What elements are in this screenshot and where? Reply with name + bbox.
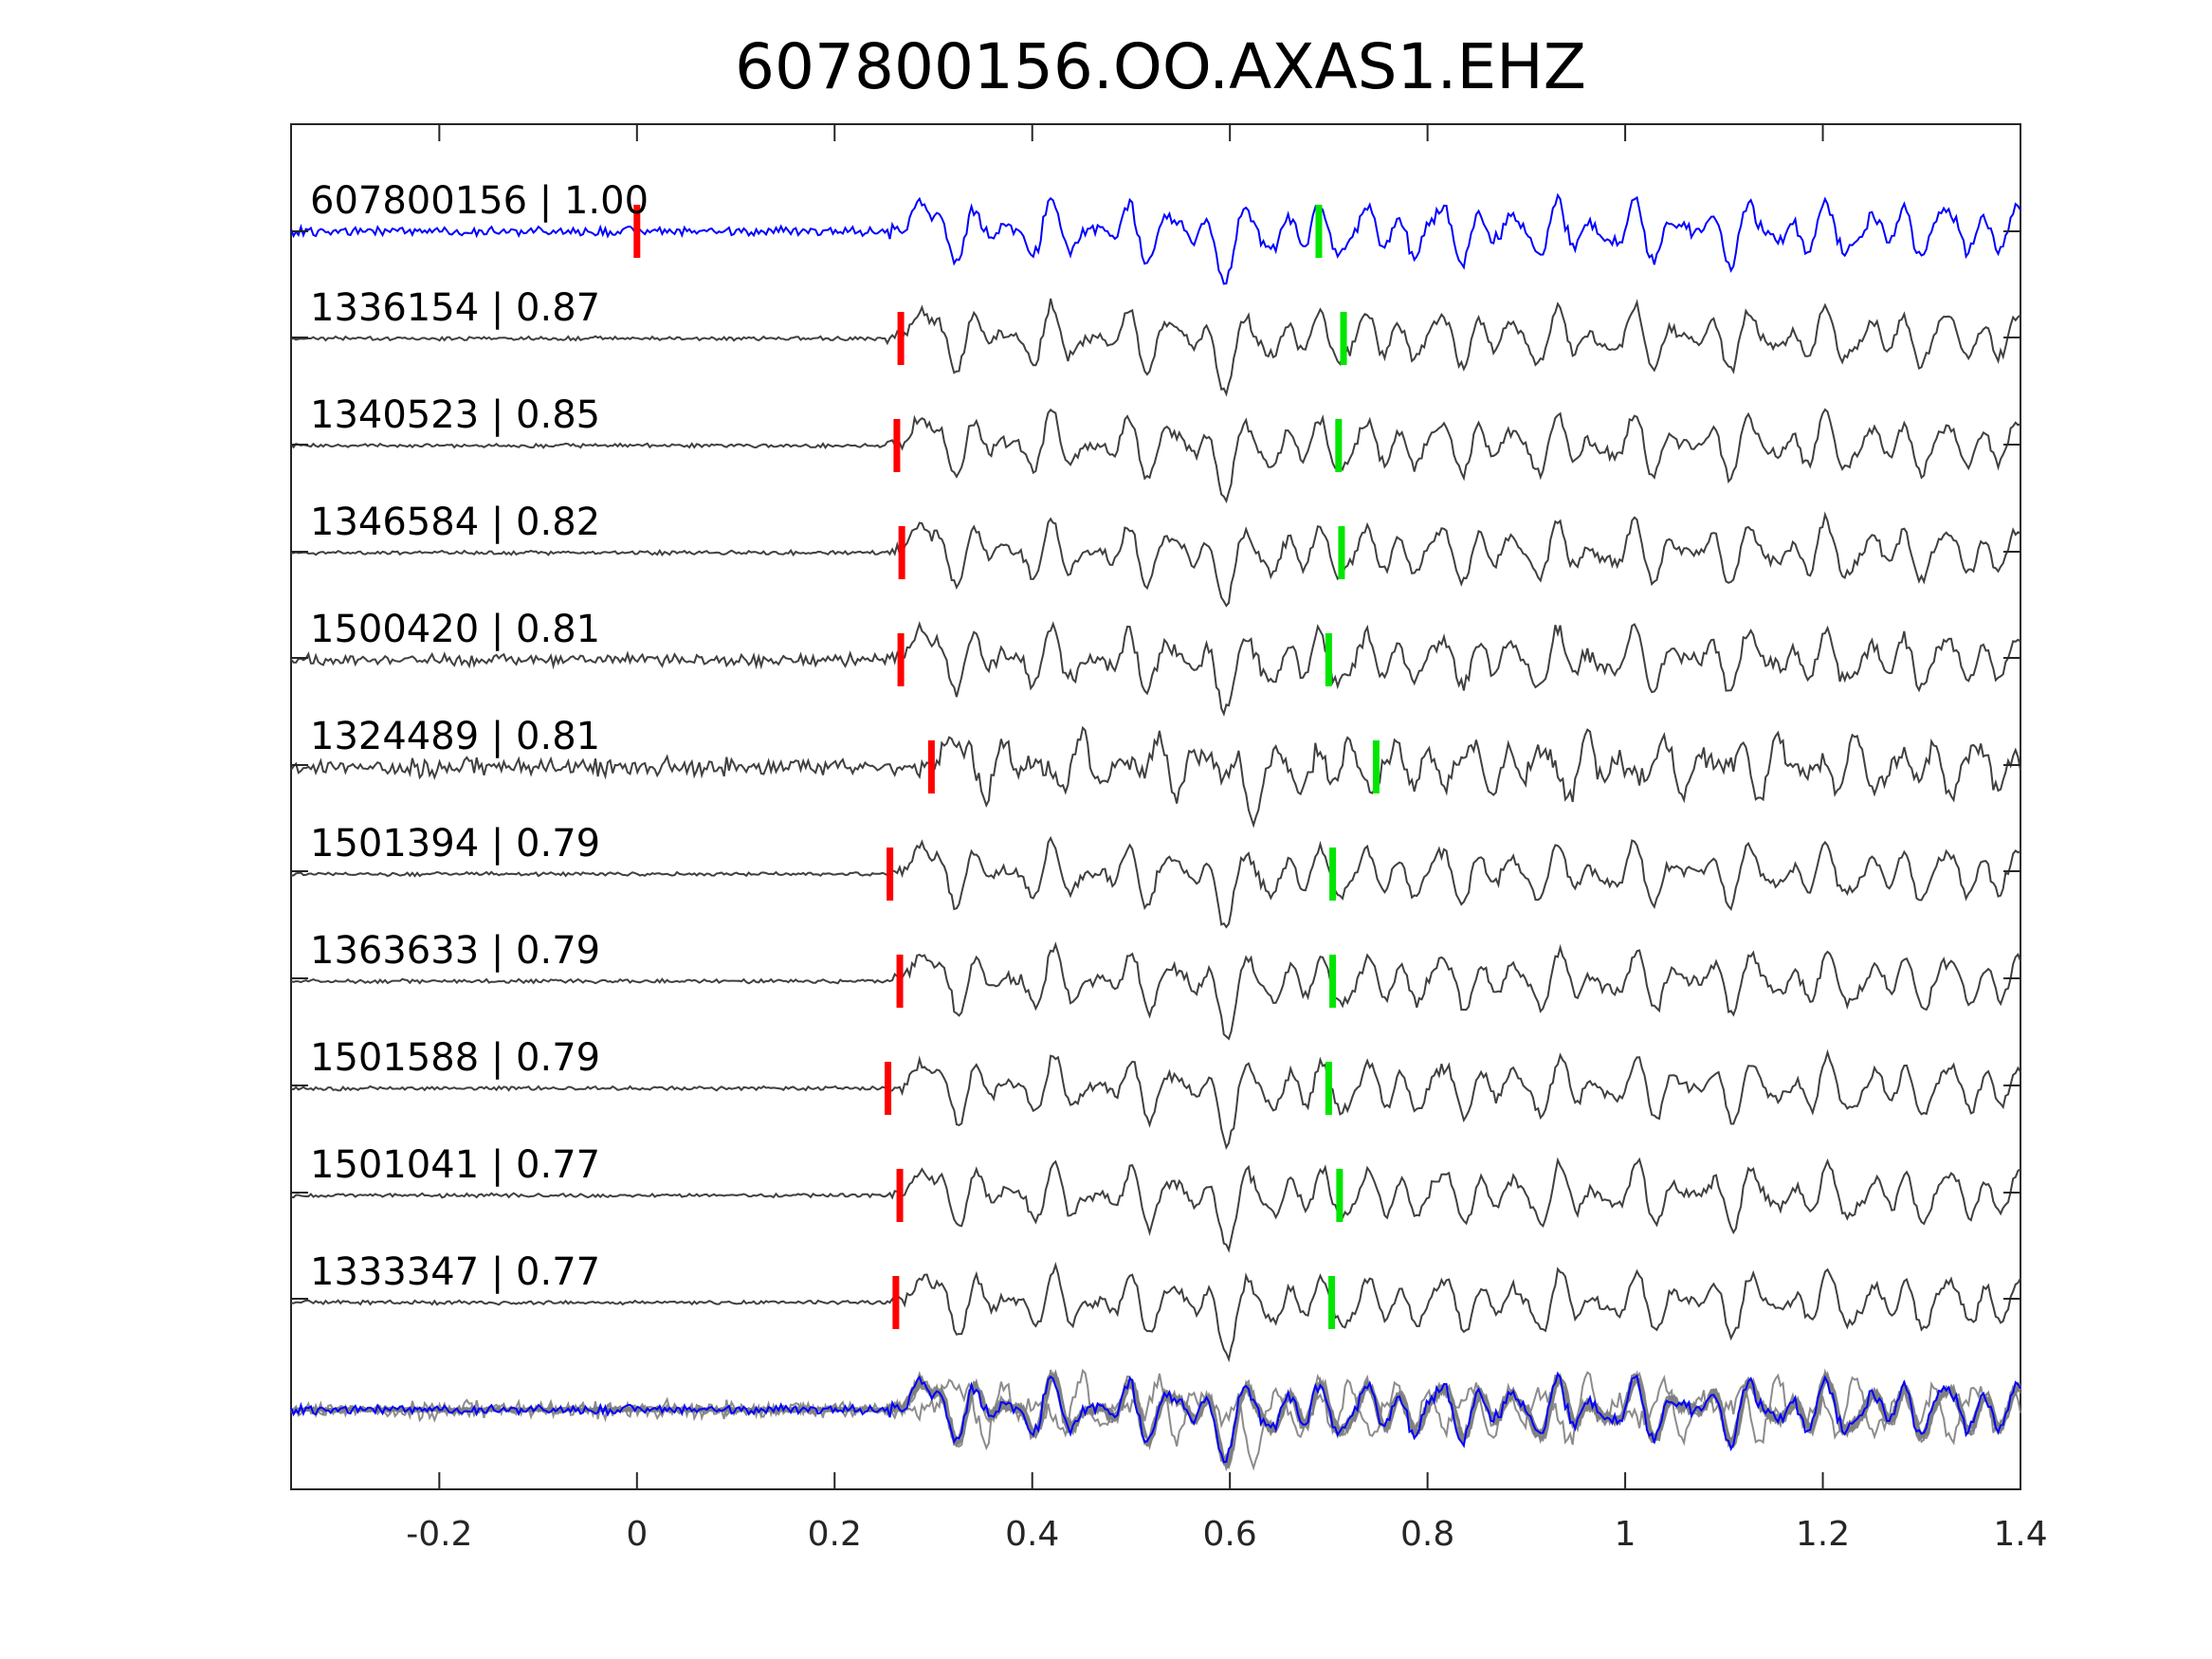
trace-label-6: 1501394 | 0.79 — [310, 822, 600, 866]
trace-line-6 — [291, 835, 2021, 929]
x-tick-label-1: 0 — [626, 1515, 648, 1554]
trace-line-4 — [290, 620, 2021, 717]
x-tick-label-3: 0.4 — [1005, 1515, 1059, 1554]
trace-label-9: 1501041 | 0.77 — [310, 1143, 600, 1187]
trace-labels: 607800156 | 1.00 1336154 | 0.87 1340523 | … — [310, 179, 649, 1294]
trace-line-9 — [290, 1157, 2021, 1253]
x-tick-label-4: 0.6 — [1203, 1515, 1257, 1554]
x-tick-label-2: 0.2 — [808, 1515, 862, 1554]
trace-line-8 — [290, 1048, 2021, 1151]
trace-label-8: 1501588 | 0.79 — [310, 1036, 600, 1080]
trace-line-0 — [290, 192, 2021, 285]
trace-line-1 — [290, 298, 2021, 397]
x-tick-label-0: -0.2 — [406, 1515, 472, 1554]
trace-label-5: 1324489 | 0.81 — [310, 715, 600, 758]
x-tick-label-5: 0.8 — [1400, 1515, 1454, 1554]
traces — [290, 192, 2021, 1363]
trace-label-2: 1340523 | 0.85 — [310, 393, 600, 437]
trace-label-7: 1363633 | 0.79 — [310, 929, 600, 973]
stack-master-line — [290, 1371, 2021, 1464]
trace-line-2 — [290, 408, 2021, 504]
chart-title: 607800156.OO.AXAS1.EHZ — [735, 30, 1586, 103]
x-tick-label-7: 1.2 — [1796, 1515, 1850, 1554]
y-ticks — [291, 230, 2020, 1300]
trace-label-0: 607800156 | 1.00 — [310, 179, 649, 223]
stack-overlay — [290, 1368, 2021, 1472]
trace-line-5 — [290, 725, 2021, 829]
trace-line-3 — [290, 511, 2021, 608]
trace-label-4: 1500420 | 0.81 — [310, 608, 600, 651]
x-axis: -0.2 0 0.2 0.4 0.6 0.8 1 1.2 1.4 — [406, 124, 2048, 1554]
x-tick-label-8: 1.4 — [1993, 1515, 2047, 1554]
trace-label-3: 1346584 | 0.82 — [310, 501, 600, 544]
plot-frame — [290, 123, 2021, 1490]
trace-label-10: 1333347 | 0.77 — [310, 1250, 600, 1294]
trace-label-1: 1336154 | 0.87 — [310, 286, 600, 330]
trace-line-7 — [290, 941, 2021, 1041]
picks — [633, 205, 1380, 1329]
trace-line-10 — [290, 1261, 2021, 1363]
x-tick-label-6: 1 — [1615, 1515, 1636, 1554]
